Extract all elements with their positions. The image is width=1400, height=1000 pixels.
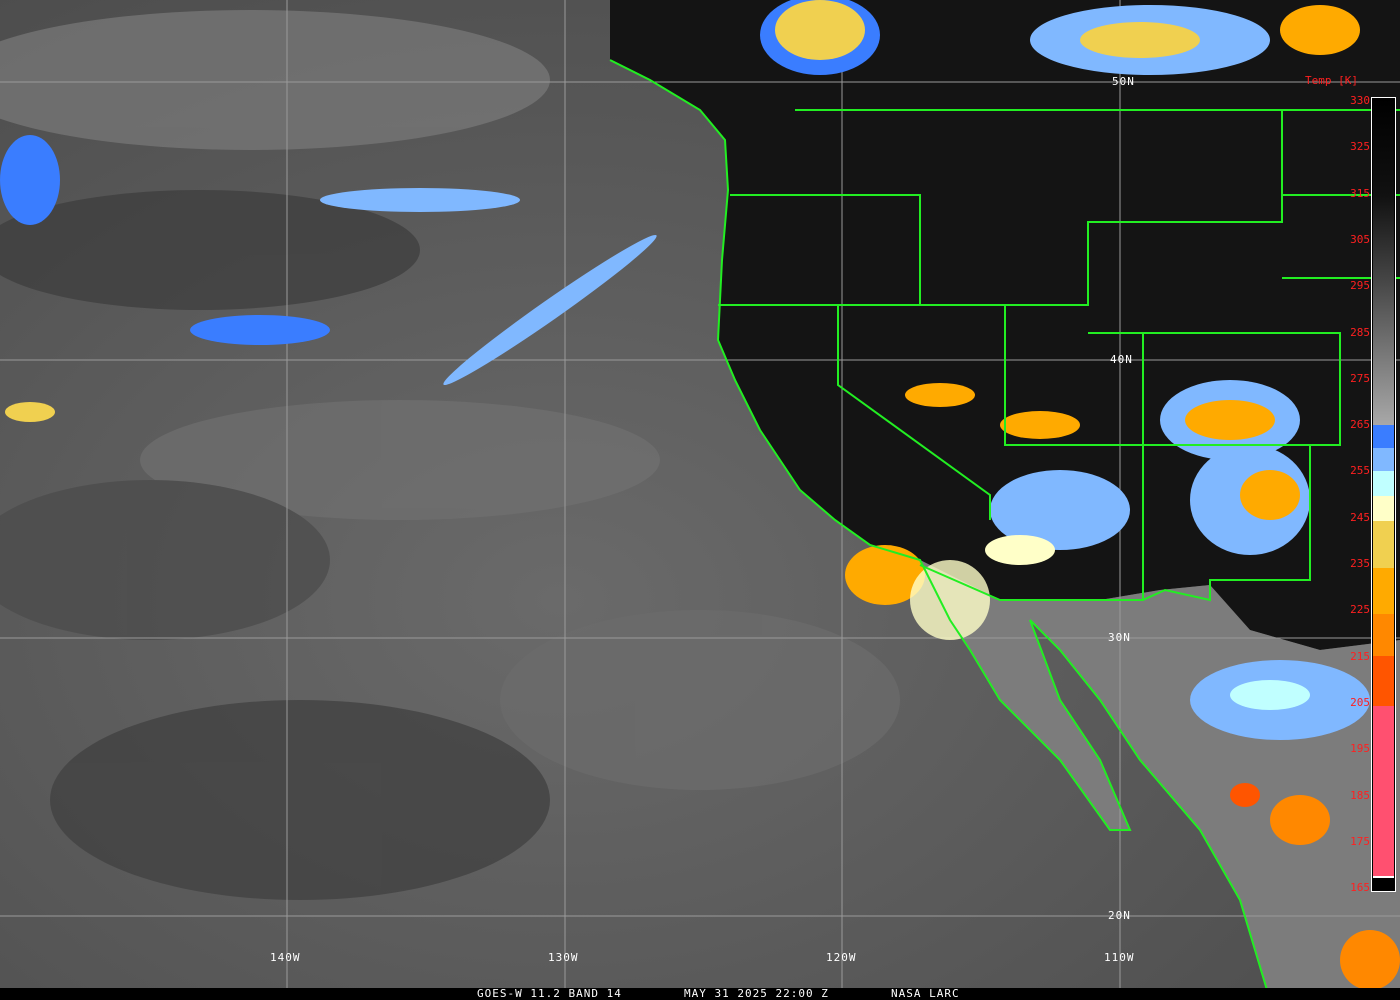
lon-label-140w: 140W <box>270 951 301 964</box>
colorbar-tick-label: 225 <box>1350 603 1370 617</box>
colorbar-tick-label: 295 <box>1350 279 1370 293</box>
colorbar-gray-segment <box>1373 98 1394 425</box>
lat-label-30n: 30N <box>1108 631 1131 644</box>
colorbar-tick-label: 255 <box>1350 464 1370 478</box>
colorbar-tick-label: 215 <box>1350 649 1370 663</box>
colorbar-tick-label: 305 <box>1350 232 1370 246</box>
colorbar-segment <box>1373 521 1394 568</box>
lon-label-110w: 110W <box>1104 951 1135 964</box>
image-caption-bar: GOES-W 11.2 BAND 14 MAY 31 2025 22:00 Z … <box>0 988 1400 1000</box>
colorbar-tick-label: 205 <box>1350 695 1370 709</box>
colorbar-tick-label: 315 <box>1350 186 1370 200</box>
lat-label-40n: 40N <box>1110 353 1133 366</box>
caption-datetime: MAY 31 2025 22:00 Z <box>684 987 829 1000</box>
colorbar-tick-label: 245 <box>1350 510 1370 524</box>
colorbar-segment <box>1373 448 1394 471</box>
caption-source: NASA LARC <box>891 987 960 1000</box>
temperature-colorbar <box>1371 97 1396 892</box>
colorbar-tick-label: 265 <box>1350 418 1370 432</box>
colorbar-segment <box>1373 471 1394 496</box>
colorbar-tick-label: 165 <box>1350 881 1370 895</box>
colorbar-tick-label: 325 <box>1350 140 1370 154</box>
colorbar-tick-label: 185 <box>1350 788 1370 802</box>
ocean-cloud-textures <box>0 10 900 900</box>
lon-label-120w: 120W <box>826 951 857 964</box>
colorbar-segment <box>1373 706 1394 878</box>
colorbar-title: Temp [K] <box>1305 74 1358 87</box>
lat-label-20n: 20N <box>1108 909 1131 922</box>
lat-label-50n: 50N <box>1112 75 1135 88</box>
colorbar-tick-label: 235 <box>1350 557 1370 570</box>
colorbar-tick-label: 275 <box>1350 371 1370 385</box>
lon-label-130w: 130W <box>548 951 579 964</box>
colorbar-segment <box>1373 568 1394 614</box>
colorbar-segment <box>1373 614 1394 656</box>
colorbar-tick-label: 175 <box>1350 834 1370 848</box>
colorbar-tick-label: 195 <box>1350 742 1370 756</box>
colorbar-segment <box>1373 425 1394 448</box>
colorbar-tick-label: 330 <box>1350 94 1370 107</box>
political-borders <box>609 59 1400 1000</box>
colorbar-segment <box>1373 656 1394 706</box>
colorbar-segment <box>1373 496 1394 521</box>
colorbar-tick-label: 285 <box>1350 325 1370 339</box>
caption-satellite: GOES-W 11.2 BAND 14 <box>477 987 622 1000</box>
